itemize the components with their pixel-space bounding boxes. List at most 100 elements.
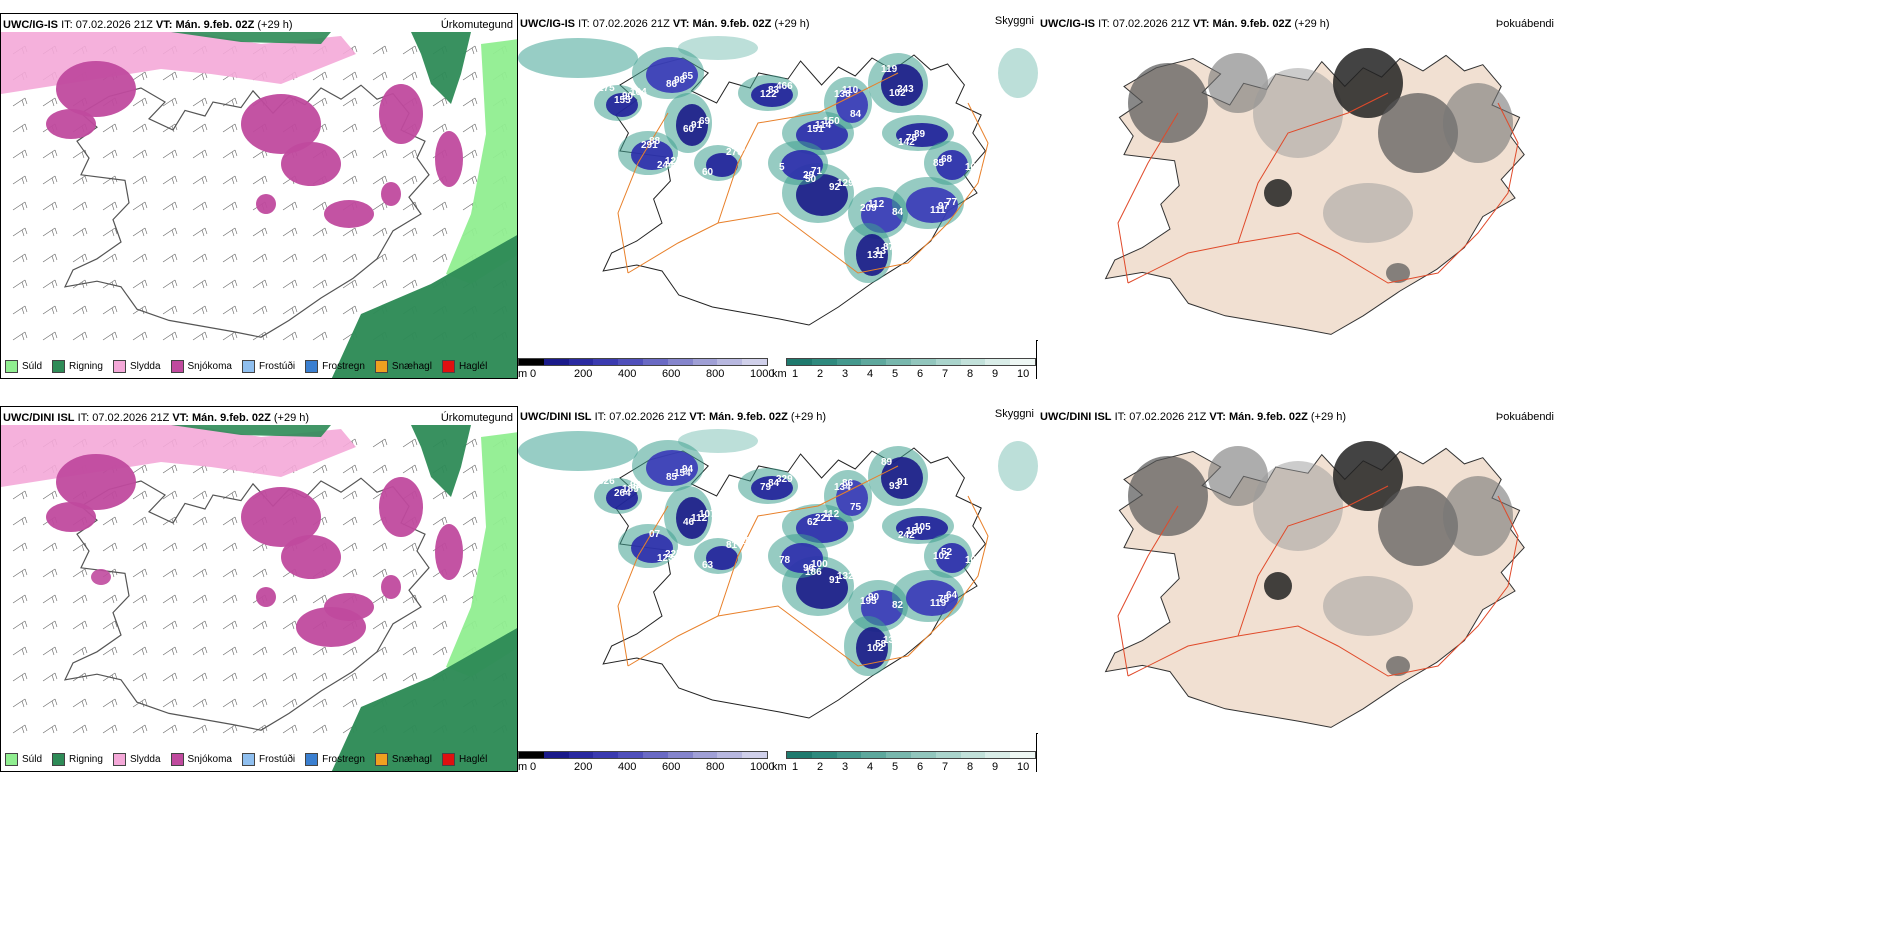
wind-barb [342, 227, 358, 237]
wind-barb [12, 201, 28, 211]
wind-barb [12, 97, 28, 107]
colorbar-tick: 9 [992, 368, 999, 379]
precip-legend: Súld Rigning Slydda Snjókoma Frostúði Frostre… [5, 753, 487, 766]
wind-barb [312, 71, 328, 81]
panel-title: UWC/IG-IS IT: 07.02.2026 21Z VT: Mán. 9.… [1040, 18, 1330, 30]
wind-barb [252, 227, 268, 237]
cloud-base-area [606, 486, 638, 510]
colorbar-tick: 3 [842, 368, 849, 379]
cloud-base-label: 100 [811, 559, 828, 570]
wind-barb [192, 331, 208, 341]
cloud-base-label: 175 [598, 83, 615, 94]
wind-barb [372, 620, 388, 630]
wind-barb [12, 698, 28, 708]
wind-barb [12, 646, 28, 656]
wind-barb [222, 253, 238, 263]
wind-barb [12, 724, 28, 734]
wind-barb [402, 71, 418, 81]
wind-barb [432, 516, 448, 526]
variable-label: Úrkomutegund [440, 19, 513, 31]
variable-label: Úrkomutegund [440, 412, 513, 424]
wind-barb [282, 698, 298, 708]
cloud-base-label: 123 [657, 553, 674, 564]
wind-barb [42, 331, 58, 341]
cloud-base-label: 46 [683, 517, 695, 528]
cloud-base-label: 138 [834, 89, 851, 100]
colorbar-tick: 5 [892, 368, 899, 379]
cloud-base-label: 155 [614, 95, 631, 106]
wind-barb [72, 568, 88, 578]
wind-barb [12, 149, 28, 159]
cloud-base-area [896, 123, 948, 147]
snow-area [296, 607, 366, 647]
wind-barb [132, 646, 148, 656]
wind-barb [132, 279, 148, 289]
cloud-base-label: 114 [815, 120, 832, 131]
cloud-base-label: 112 [823, 509, 840, 520]
cloud-base-label: 84 [768, 478, 780, 489]
cloud-base-area [796, 174, 848, 216]
cloud-base-area [836, 480, 868, 516]
legend-item: Haglél [441, 753, 487, 766]
wind-barb [132, 123, 148, 133]
fog-panel-top: UWC/IG-IS IT: 07.02.2026 21Z VT: Mán. 9.… [1038, 13, 1558, 379]
panel-title: UWC/DINI ISL IT: 07.02.2026 21Z VT: Mán.… [1040, 411, 1347, 423]
wind-barb [42, 279, 58, 289]
wind-barb [72, 724, 88, 734]
cloud-base-label: 87 [883, 242, 895, 253]
colorbar-tick: 4 [867, 368, 874, 379]
rain-area [411, 32, 471, 104]
cloud-base-label: 81 [726, 540, 738, 551]
wind-barb [72, 175, 88, 185]
colorbar-segment [519, 359, 544, 365]
wind-barb [192, 305, 208, 315]
wind-barb [432, 620, 448, 630]
colorbar-tick: 3 [842, 761, 849, 772]
legend-label: Frostregn [322, 754, 365, 765]
height-unit: m [518, 761, 528, 772]
cloud-base-area [751, 83, 793, 107]
colorbar-segment [910, 359, 936, 365]
cloud-base-area [781, 150, 823, 180]
fog-map [1104, 441, 1525, 728]
cloud-base-label: 112 [868, 199, 885, 210]
legend-label: Slydda [129, 361, 161, 372]
cloud-base-label: 243 [897, 84, 914, 95]
cloud-base-label: 104 [630, 87, 647, 98]
wind-barb [312, 253, 328, 263]
visibility-area [518, 431, 638, 471]
wind-barb [132, 672, 148, 682]
wind-barb [72, 542, 88, 552]
colorbar-segment [642, 359, 668, 365]
cloud-base-label: 62 [807, 517, 819, 528]
colorbar-segment [836, 359, 862, 365]
wind-barb [192, 594, 208, 604]
fog-area [1128, 63, 1208, 143]
wind-barb [162, 490, 178, 500]
cloud-base-label: 68 [941, 154, 953, 165]
wind-barb [312, 331, 328, 341]
wind-barb [372, 45, 388, 55]
cloud-base-label: 52 [941, 547, 953, 558]
wind-barb [432, 594, 448, 604]
colorbar-segment [568, 359, 594, 365]
road-network [617, 72, 989, 274]
cloud-base-label: 244 [657, 160, 674, 171]
variable-label: Þokuábendi [1495, 411, 1554, 423]
wind-barb [222, 542, 238, 552]
legend-swatch [441, 360, 455, 373]
wind-barb [72, 201, 88, 211]
wind-barb [12, 542, 28, 552]
legend-label: Frostúði [258, 361, 296, 372]
colorbar-segment [886, 752, 911, 758]
wind-barb [72, 253, 88, 263]
legend-item: Snæhagl [374, 753, 432, 766]
wind-barb [12, 175, 28, 185]
wind-barb [12, 672, 28, 682]
cloud-base-label: 151 [807, 124, 824, 135]
wind-barb [162, 175, 178, 185]
panel-title: UWC/IG-IS IT: 07.02.2026 21Z VT: Mán. 9.… [3, 19, 293, 31]
colorbar-tick: 4 [867, 761, 874, 772]
colorbar-tick: 5 [892, 761, 899, 772]
cloud-base-label: 75 [938, 594, 950, 605]
